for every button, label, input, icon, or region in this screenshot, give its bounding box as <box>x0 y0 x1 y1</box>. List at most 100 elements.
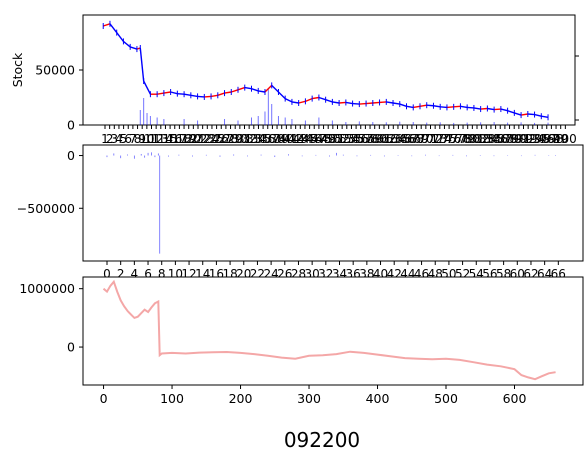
x-tick-label: 33 <box>246 132 261 146</box>
price-segment <box>237 86 245 91</box>
x-tick-label: 35 <box>255 132 270 146</box>
price-segment <box>291 101 299 104</box>
price-segment <box>372 101 380 104</box>
x-tick-label: 89 <box>507 132 522 146</box>
x-tick-label: 43 <box>293 132 308 146</box>
x-tick-label: 86 <box>493 132 508 146</box>
price-segment <box>264 84 273 93</box>
price-segment <box>379 101 387 104</box>
x-tick-label: 41 <box>283 132 298 146</box>
price-y-axis: 0 50000 <box>35 63 83 133</box>
price-segment <box>157 92 164 95</box>
x-tick-label: 13 <box>153 132 168 146</box>
x-tick-label: 80 <box>465 132 480 146</box>
price-segment <box>352 102 360 105</box>
price-segment <box>190 94 198 98</box>
x-tick-label: 67 <box>404 132 419 146</box>
x-tick-label: 49 <box>321 132 336 146</box>
cumulative-series <box>102 279 556 381</box>
x-tick-label: 63 <box>386 132 401 146</box>
price-segment <box>244 86 252 90</box>
x-tick-label: 1 <box>101 132 109 146</box>
x-tick-label: 28 <box>223 132 238 146</box>
price-segment <box>541 115 549 118</box>
x-tick-label: 55 <box>348 132 363 146</box>
cumulative-panel: 1000000 0 0 100 200 300 400 500 600 <box>19 276 584 406</box>
x-tick-label: 36 <box>260 132 275 146</box>
y-tick-label: −500000 <box>17 201 75 216</box>
x-tick-label: 53 <box>339 132 354 146</box>
price-segment <box>446 106 454 109</box>
x-tick-label: 46 <box>307 132 322 146</box>
x-tick-label: 22 <box>195 132 210 146</box>
x-tick-label: 100 <box>160 391 184 406</box>
price-segment <box>217 92 225 96</box>
x-tick-label: 78 <box>455 132 470 146</box>
price-plot-area <box>82 14 576 126</box>
x-tick-label: 34 <box>251 132 266 146</box>
price-segment <box>312 96 320 100</box>
x-tick-label: 59 <box>367 132 382 146</box>
price-segment <box>139 47 145 82</box>
x-tick-label: 39 <box>274 132 289 146</box>
y-tick-label: 0 <box>67 118 75 133</box>
x-tick-label: 18 <box>176 132 191 146</box>
x-tick-label: 77 <box>451 132 466 146</box>
volume-bars <box>139 89 549 125</box>
x-tick-label: 29 <box>228 132 243 146</box>
price-segment <box>177 92 185 95</box>
x-tick-label: 87 <box>497 132 512 146</box>
x-tick-label: 47 <box>311 132 326 146</box>
price-segment <box>514 112 522 116</box>
price-segment <box>116 32 124 42</box>
price-segment <box>487 107 495 111</box>
x-tick-label: 60 <box>372 132 387 146</box>
price-segment <box>507 110 515 114</box>
x-tick-label: 14 <box>158 132 173 146</box>
x-tick-label: 76 <box>446 132 461 146</box>
x-tick-label: 93 <box>525 132 540 146</box>
price-segment <box>494 108 501 111</box>
price-segment <box>197 95 205 98</box>
price-segment <box>467 106 474 109</box>
x-tick-label: 600 <box>503 391 527 406</box>
x-tick-label: 23 <box>200 132 215 146</box>
x-tick-label: 81 <box>469 132 484 146</box>
price-segment <box>103 23 111 27</box>
x-tick-label: 56 <box>353 132 368 146</box>
price-segment <box>366 102 373 105</box>
x-tick-label: 40 <box>279 132 294 146</box>
changes-y-axis: 0 −500000 <box>17 148 83 216</box>
x-tick-label: 30 <box>232 132 247 146</box>
price-segment <box>325 99 333 103</box>
x-tick-label: 68 <box>409 132 424 146</box>
x-tick-label: 82 <box>474 132 489 146</box>
x-tick-label: 100 <box>554 132 577 146</box>
x-tick-label: 8 <box>158 267 166 281</box>
x-tick-label: 52 <box>335 132 350 146</box>
x-tick-label: 70 <box>418 132 433 146</box>
x-tick-label: 79 <box>460 132 475 146</box>
cumulative-x-axis: 0 100 200 300 400 500 600 <box>100 385 527 406</box>
x-tick-label: 50 <box>325 132 340 146</box>
price-segment <box>534 113 542 117</box>
price-segment <box>520 113 528 116</box>
price-segment <box>163 91 171 94</box>
x-tick-label: 64 <box>390 132 405 146</box>
price-segment <box>399 103 407 107</box>
price-segment <box>440 106 448 109</box>
price-segment <box>170 91 178 95</box>
change-bars <box>106 152 557 254</box>
price-segment <box>210 94 218 98</box>
x-tick-label: 57 <box>358 132 373 146</box>
price-segment <box>271 84 279 93</box>
x-tick-label: 71 <box>423 132 438 146</box>
price-segment <box>339 101 346 104</box>
x-tick-label: 10 <box>139 132 154 146</box>
x-tick-label: 94 <box>530 132 545 146</box>
price-segment <box>277 91 286 100</box>
price-segment <box>129 46 138 50</box>
x-tick-label: 85 <box>488 132 503 146</box>
x-tick-label: 4 <box>115 132 123 146</box>
x-tick-label: 4 <box>131 267 139 281</box>
